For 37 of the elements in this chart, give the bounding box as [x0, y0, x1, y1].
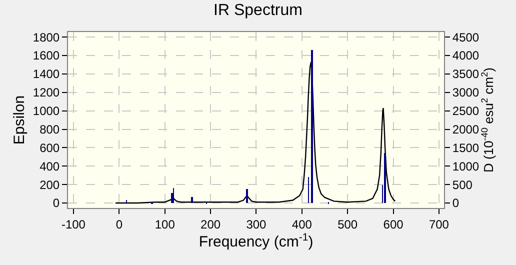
bar — [384, 153, 386, 203]
y2-tick-label: 500 — [452, 178, 473, 192]
x-tick-label: 700 — [428, 217, 450, 232]
y-tick-label: 0 — [52, 196, 60, 210]
x-tick-label: 300 — [246, 217, 267, 232]
x-tick-label: 600 — [383, 217, 404, 232]
y2-tick-label: 2000 — [452, 122, 480, 136]
line-series — [114, 61, 396, 204]
bar — [311, 50, 313, 203]
y2-tick-label: 3500 — [452, 67, 480, 82]
bar — [246, 189, 248, 203]
x-tick-label: -100 — [61, 217, 86, 232]
x-tick-label: 200 — [200, 217, 221, 232]
y-tick-label: 600 — [40, 140, 60, 155]
x-tick-label: 0 — [116, 217, 123, 232]
x-axis-title: Frequency (cm$^{-1}$) — [198, 231, 314, 251]
y-tick-label: 800 — [40, 122, 60, 136]
y2-tick-label: 4500 — [452, 30, 480, 44]
y2-tick-label: 1000 — [452, 159, 480, 174]
y2-tick-label: 0 — [452, 196, 460, 210]
y-tick-label: 1200 — [32, 86, 60, 100]
y-tick-label: 1000 — [32, 104, 60, 118]
y-tick-label: 1800 — [32, 30, 60, 44]
y2-tick-label: 3000 — [452, 86, 480, 100]
y2-tick-label: 4000 — [452, 48, 480, 63]
y-tick-label: 200 — [40, 178, 60, 192]
chart-title: IR Spectrum — [214, 2, 302, 20]
y-tick-label: 1400 — [32, 67, 60, 82]
x-tick-label: 500 — [338, 217, 358, 232]
y-tick-label: 400 — [40, 159, 60, 174]
y-tick-label: 1600 — [32, 48, 60, 63]
x-tick-label: 100 — [154, 217, 176, 232]
bar — [191, 197, 193, 203]
y2-tick-label: 1500 — [452, 140, 480, 155]
y-axis-title: Epsilon — [11, 95, 28, 145]
y2-tick-label: 2500 — [452, 104, 480, 118]
x-tick-label: 400 — [292, 217, 312, 232]
